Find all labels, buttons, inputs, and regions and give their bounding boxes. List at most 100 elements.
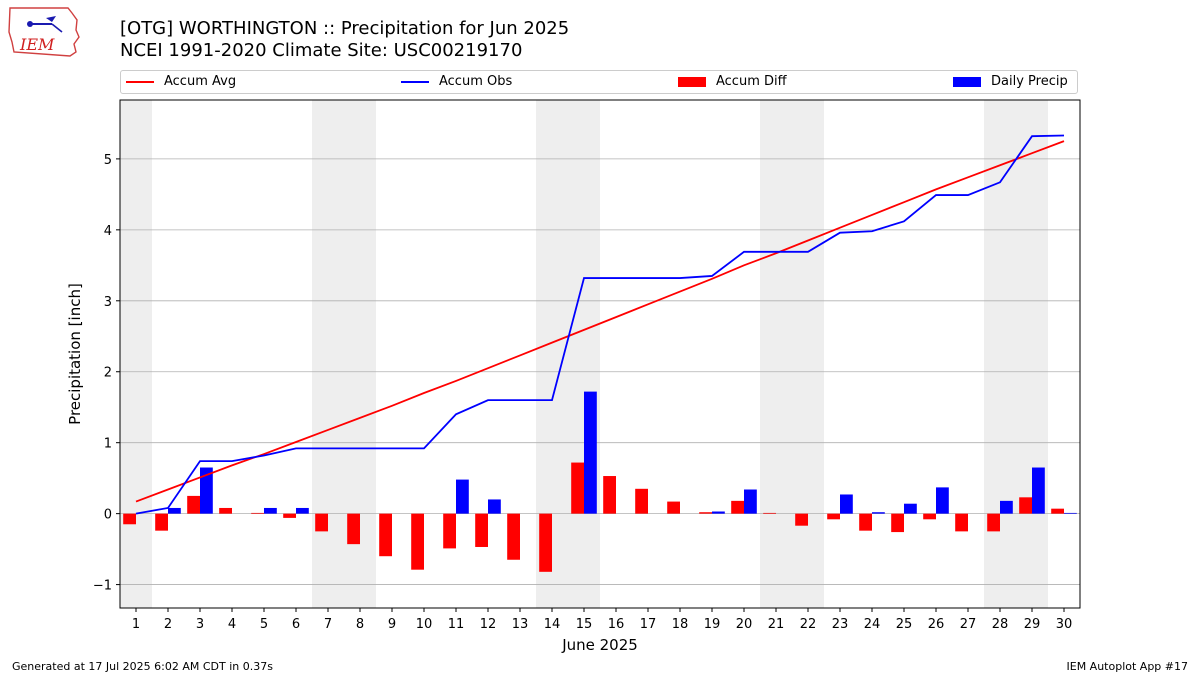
x-tick-label-10: 10 bbox=[416, 617, 433, 632]
daily-precip-bar-day-28 bbox=[1000, 500, 1013, 514]
daily-precip-bar-day-11 bbox=[456, 479, 469, 514]
x-tick-label-20: 20 bbox=[736, 617, 753, 632]
accum-diff-bar-day-17 bbox=[635, 488, 648, 514]
accum-diff-bar-day-19 bbox=[699, 512, 712, 514]
x-tick-label-6: 6 bbox=[292, 617, 300, 632]
weekend-shade-day-22 bbox=[792, 100, 824, 608]
generated-timestamp: Generated at 17 Jul 2025 6:02 AM CDT in … bbox=[12, 660, 273, 673]
weekend-shade-day-15 bbox=[568, 100, 600, 608]
y-tick-label-3: 3 bbox=[104, 295, 112, 310]
accum-diff-bar-day-11 bbox=[443, 513, 456, 549]
accum-diff-bar-day-4 bbox=[219, 507, 232, 514]
legend-swatch-daily-precip bbox=[953, 76, 981, 87]
accum-diff-bar-day-20 bbox=[731, 500, 744, 514]
accum-diff-bar-day-7 bbox=[315, 513, 328, 532]
weekend-shade-day-21 bbox=[760, 100, 792, 608]
x-tick-label-4: 4 bbox=[228, 617, 236, 632]
legend-item-daily-precip: Daily Precip bbox=[953, 74, 1068, 90]
y-tick-label-5: 5 bbox=[104, 153, 112, 168]
weekend-shade-day-28 bbox=[984, 100, 1016, 608]
legend-swatch-accum-avg bbox=[126, 80, 154, 83]
daily-precip-bar-day-12 bbox=[488, 499, 501, 514]
accum-diff-bar-day-18 bbox=[667, 501, 680, 514]
plot-frame bbox=[119, 99, 1081, 609]
legend-label-accum-diff: Accum Diff bbox=[716, 74, 787, 89]
x-tick-label-26: 26 bbox=[928, 617, 945, 632]
x-tick-label-18: 18 bbox=[672, 617, 689, 632]
x-tick-label-13: 13 bbox=[512, 617, 529, 632]
weekend-shade-day-7 bbox=[312, 100, 344, 608]
accum-diff-bar-day-22 bbox=[795, 513, 808, 526]
x-tick-label-14: 14 bbox=[544, 617, 561, 632]
x-tick-label-21: 21 bbox=[768, 617, 785, 632]
accum-diff-bar-day-26 bbox=[923, 513, 936, 520]
accum-diff-bar-day-25 bbox=[891, 513, 904, 533]
daily-precip-bar-day-15 bbox=[584, 391, 597, 514]
x-tick-label-15: 15 bbox=[576, 617, 593, 632]
x-tick-label-19: 19 bbox=[704, 617, 721, 632]
daily-precip-bar-day-24 bbox=[872, 512, 885, 514]
accum-diff-bar-day-21 bbox=[763, 512, 776, 514]
accum-diff-bar-day-30 bbox=[1051, 508, 1064, 514]
x-tick-label-8: 8 bbox=[356, 617, 364, 632]
x-axis-label: June 2025 bbox=[561, 636, 638, 654]
daily-precip-bar-day-20 bbox=[744, 489, 757, 514]
x-tick-label-7: 7 bbox=[324, 617, 332, 632]
x-tick-label-16: 16 bbox=[608, 617, 625, 632]
daily-precip-bar-day-30 bbox=[1064, 512, 1077, 514]
legend-label-daily-precip: Daily Precip bbox=[991, 74, 1068, 89]
chart-title: [OTG] WORTHINGTON :: Precipitation for J… bbox=[120, 18, 570, 39]
accum-diff-bar-day-1 bbox=[123, 513, 136, 525]
accum-diff-bar-day-5 bbox=[251, 512, 264, 514]
x-tick-label-12: 12 bbox=[480, 617, 497, 632]
x-tick-label-5: 5 bbox=[260, 617, 268, 632]
daily-precip-bar-day-3 bbox=[200, 467, 213, 514]
accum-diff-bar-day-3 bbox=[187, 495, 200, 514]
chart-legend: Accum Avg Accum Obs Accum Diff Daily Pre… bbox=[120, 70, 1078, 94]
accum-diff-bar-day-10 bbox=[411, 513, 424, 570]
accum-avg-line bbox=[135, 140, 1065, 503]
accum-diff-bar-day-13 bbox=[507, 513, 520, 560]
accum-diff-bar-day-14 bbox=[539, 513, 552, 572]
daily-precip-bar-day-6 bbox=[296, 507, 309, 514]
accum-diff-bar-day-12 bbox=[475, 513, 488, 547]
weekend-shade-day-29 bbox=[1016, 100, 1048, 608]
legend-swatch-accum-diff bbox=[678, 76, 706, 87]
legend-item-accum-obs: Accum Obs bbox=[401, 74, 512, 90]
accum-diff-bar-day-16 bbox=[603, 476, 616, 514]
iem-logo: IEM bbox=[8, 7, 80, 57]
legend-label-accum-obs: Accum Obs bbox=[439, 74, 513, 89]
x-tick-label-1: 1 bbox=[132, 617, 140, 632]
x-tick-label-2: 2 bbox=[164, 617, 172, 632]
accum-diff-bar-day-27 bbox=[955, 513, 968, 532]
daily-precip-bar-day-19 bbox=[712, 511, 725, 514]
accum-diff-bar-day-15 bbox=[571, 462, 584, 514]
x-tick-label-25: 25 bbox=[896, 617, 913, 632]
x-tick-label-3: 3 bbox=[196, 617, 204, 632]
accum-diff-bar-day-28 bbox=[987, 513, 1000, 532]
x-tick-label-30: 30 bbox=[1056, 617, 1073, 632]
y-tick-label-0: 0 bbox=[104, 508, 112, 523]
x-tick-label-28: 28 bbox=[992, 617, 1009, 632]
x-tick-label-9: 9 bbox=[388, 617, 396, 632]
legend-label-accum-avg: Accum Avg bbox=[164, 74, 237, 89]
daily-precip-bar-day-25 bbox=[904, 503, 917, 514]
x-tick-label-22: 22 bbox=[800, 617, 817, 632]
y-tick-label-4: 4 bbox=[104, 224, 112, 239]
daily-precip-bar-day-26 bbox=[936, 487, 949, 514]
accum-diff-bar-day-29 bbox=[1019, 497, 1032, 514]
daily-precip-bar-day-23 bbox=[840, 494, 853, 514]
daily-precip-bar-day-5 bbox=[264, 507, 277, 514]
y-tick-label-2: 2 bbox=[104, 366, 112, 381]
y-tick-label--1: −1 bbox=[93, 579, 112, 594]
x-tick-label-17: 17 bbox=[640, 617, 657, 632]
x-tick-label-11: 11 bbox=[448, 617, 465, 632]
accum-diff-bar-day-6 bbox=[283, 513, 296, 518]
accum-diff-bar-day-9 bbox=[379, 513, 392, 557]
accum-obs-line bbox=[135, 134, 1065, 515]
x-tick-label-27: 27 bbox=[960, 617, 977, 632]
weekend-shade-day-1 bbox=[120, 100, 152, 608]
accum-diff-bar-day-8 bbox=[347, 513, 360, 545]
chart-subtitle: NCEI 1991-2020 Climate Site: USC00219170 bbox=[120, 40, 523, 61]
